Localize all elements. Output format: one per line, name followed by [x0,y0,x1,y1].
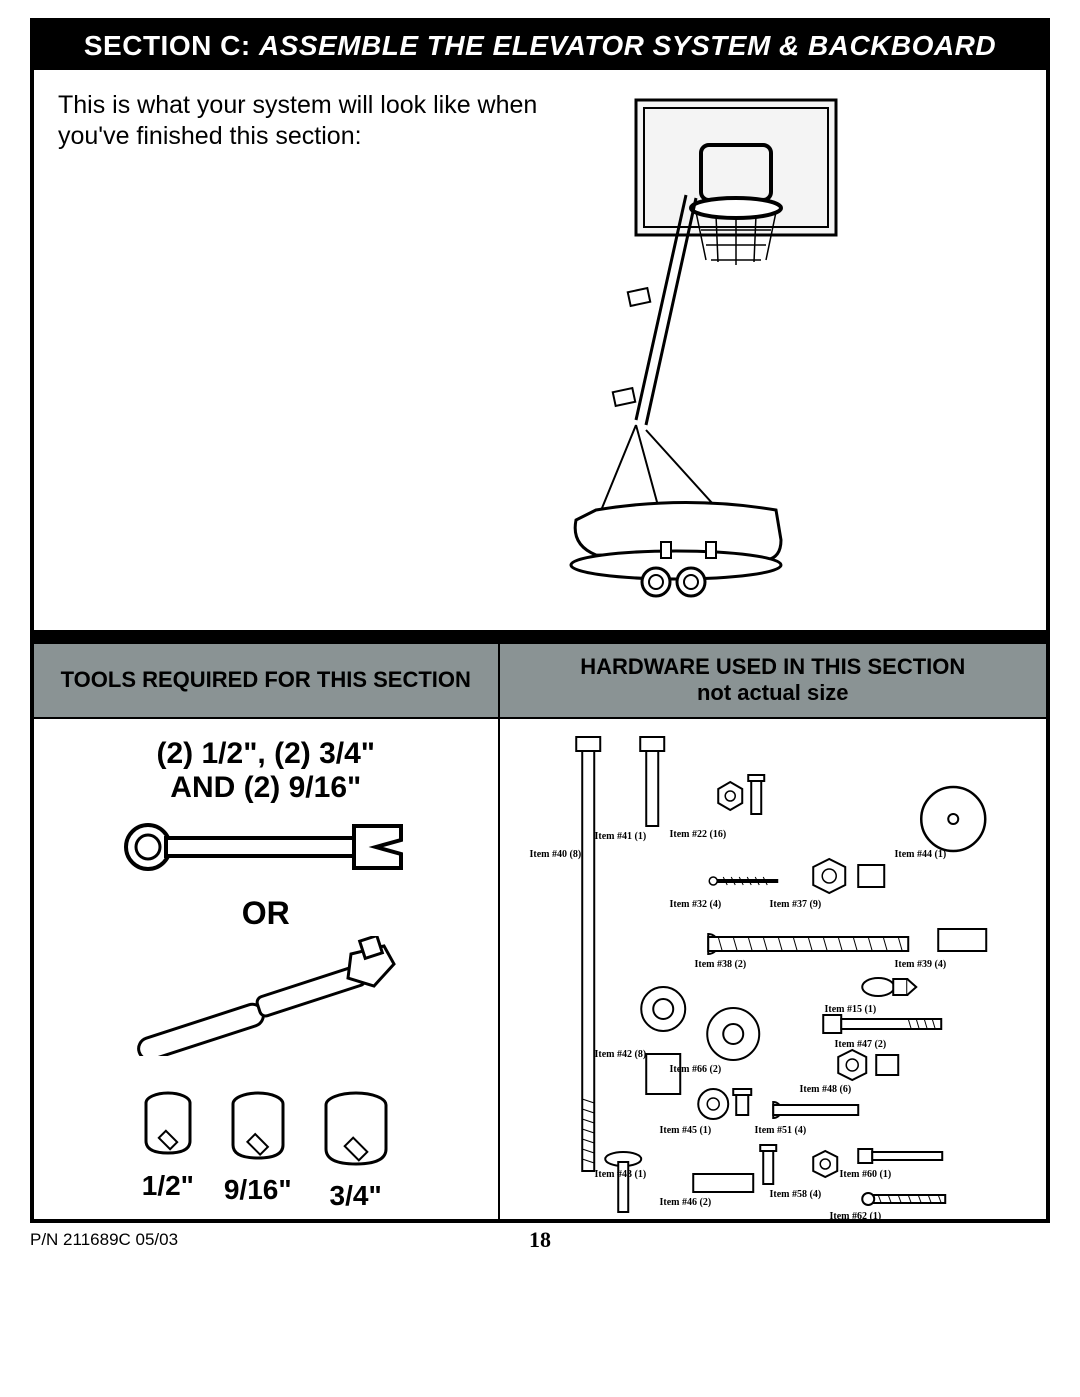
hardware-item-label: Item #46 (2) [660,1197,712,1208]
hardware-item-label: Item #47 (2) [835,1039,887,1050]
socket-2: 9/16" [224,1091,292,1212]
hardware-illustration [500,719,1046,1219]
hardware-item-label: Item #32 (4) [670,899,722,910]
hardware-item-label: Item #48 (6) [800,1084,852,1095]
socket-3: 3/4" [318,1091,394,1212]
hardware-item-label: Item #41 (1) [595,831,647,842]
divider-bar [34,630,1046,644]
column-body: (2) 1/2", (2) 3/4" AND (2) 9/16" OR [34,719,1046,1219]
wrench-sizes-line1: (2) 1/2", (2) 3/4" [44,737,488,772]
socket-icon [225,1091,291,1163]
hardware-header-line1: HARDWARE USED IN THIS SECTION [506,654,1040,680]
hardware-item-label: Item #51 (4) [755,1125,807,1136]
or-label: OR [44,895,488,932]
hardware-item-label: Item #60 (1) [840,1169,892,1180]
section-header: SECTION C: ASSEMBLE THE ELEVATOR SYSTEM … [34,22,1046,70]
hardware-item-label: Item #42 (8) [595,1049,647,1060]
page-footer: P/N 211689C 05/03 18 [30,1223,1050,1257]
basketball-hoop-illustration [566,90,846,610]
socket-label-1: 1/2" [138,1170,198,1202]
section-header-prefix: SECTION C: [84,30,259,61]
content-frame: SECTION C: ASSEMBLE THE ELEVATOR SYSTEM … [30,18,1050,1223]
tools-column: (2) 1/2", (2) 3/4" AND (2) 9/16" OR [34,719,500,1219]
hardware-item-label: Item #62 (1) [830,1211,882,1222]
hardware-item-label: Item #39 (4) [895,959,947,970]
socket-1: 1/2" [138,1091,198,1212]
intro-text: This is what your system will look like … [58,90,558,153]
hardware-header: HARDWARE USED IN THIS SECTION not actual… [500,644,1046,717]
socket-icon [138,1091,198,1159]
hardware-header-line2: not actual size [506,680,1040,706]
hardware-item-label: Item #43 (1) [595,1169,647,1180]
socket-label-2: 9/16" [224,1174,292,1206]
section-header-title: ASSEMBLE THE ELEVATOR SYSTEM & BACKBOARD [259,30,996,61]
ratchet-icon [116,936,416,1056]
preview-area: This is what your system will look like … [34,70,1046,630]
hardware-item-label: Item #66 (2) [670,1064,722,1075]
hardware-item-label: Item #38 (2) [695,959,747,970]
sockets-row: 1/2" 9/16" [44,1091,488,1212]
hardware-item-label: Item #58 (4) [770,1189,822,1200]
wrench-sizes-line2: AND (2) 9/16" [44,771,488,806]
hardware-item-label: Item #37 (9) [770,899,822,910]
hardware-item-label: Item #22 (16) [670,829,727,840]
hardware-item-label: Item #15 (1) [825,1004,877,1015]
hardware-item-label: Item #40 (8) [530,849,582,860]
socket-icon [318,1091,394,1169]
hardware-column: Item #40 (8) Item #41 (1) Item #22 (16) Ite… [500,719,1046,1219]
hardware-item-label: Item #44 (1) [895,849,947,860]
tools-header-text: TOOLS REQUIRED FOR THIS SECTION [61,667,471,693]
wrench-sizes: (2) 1/2", (2) 3/4" AND (2) 9/16" [44,737,488,806]
hardware-item-label: Item #45 (1) [660,1125,712,1136]
page: SECTION C: ASSEMBLE THE ELEVATOR SYSTEM … [0,0,1080,1267]
column-headers: TOOLS REQUIRED FOR THIS SECTION HARDWARE… [34,644,1046,719]
part-number: P/N 211689C 05/03 [30,1230,178,1250]
socket-label-3: 3/4" [318,1180,394,1212]
page-number: 18 [529,1227,551,1253]
wrench-icon [116,812,416,882]
tools-header: TOOLS REQUIRED FOR THIS SECTION [34,644,500,717]
